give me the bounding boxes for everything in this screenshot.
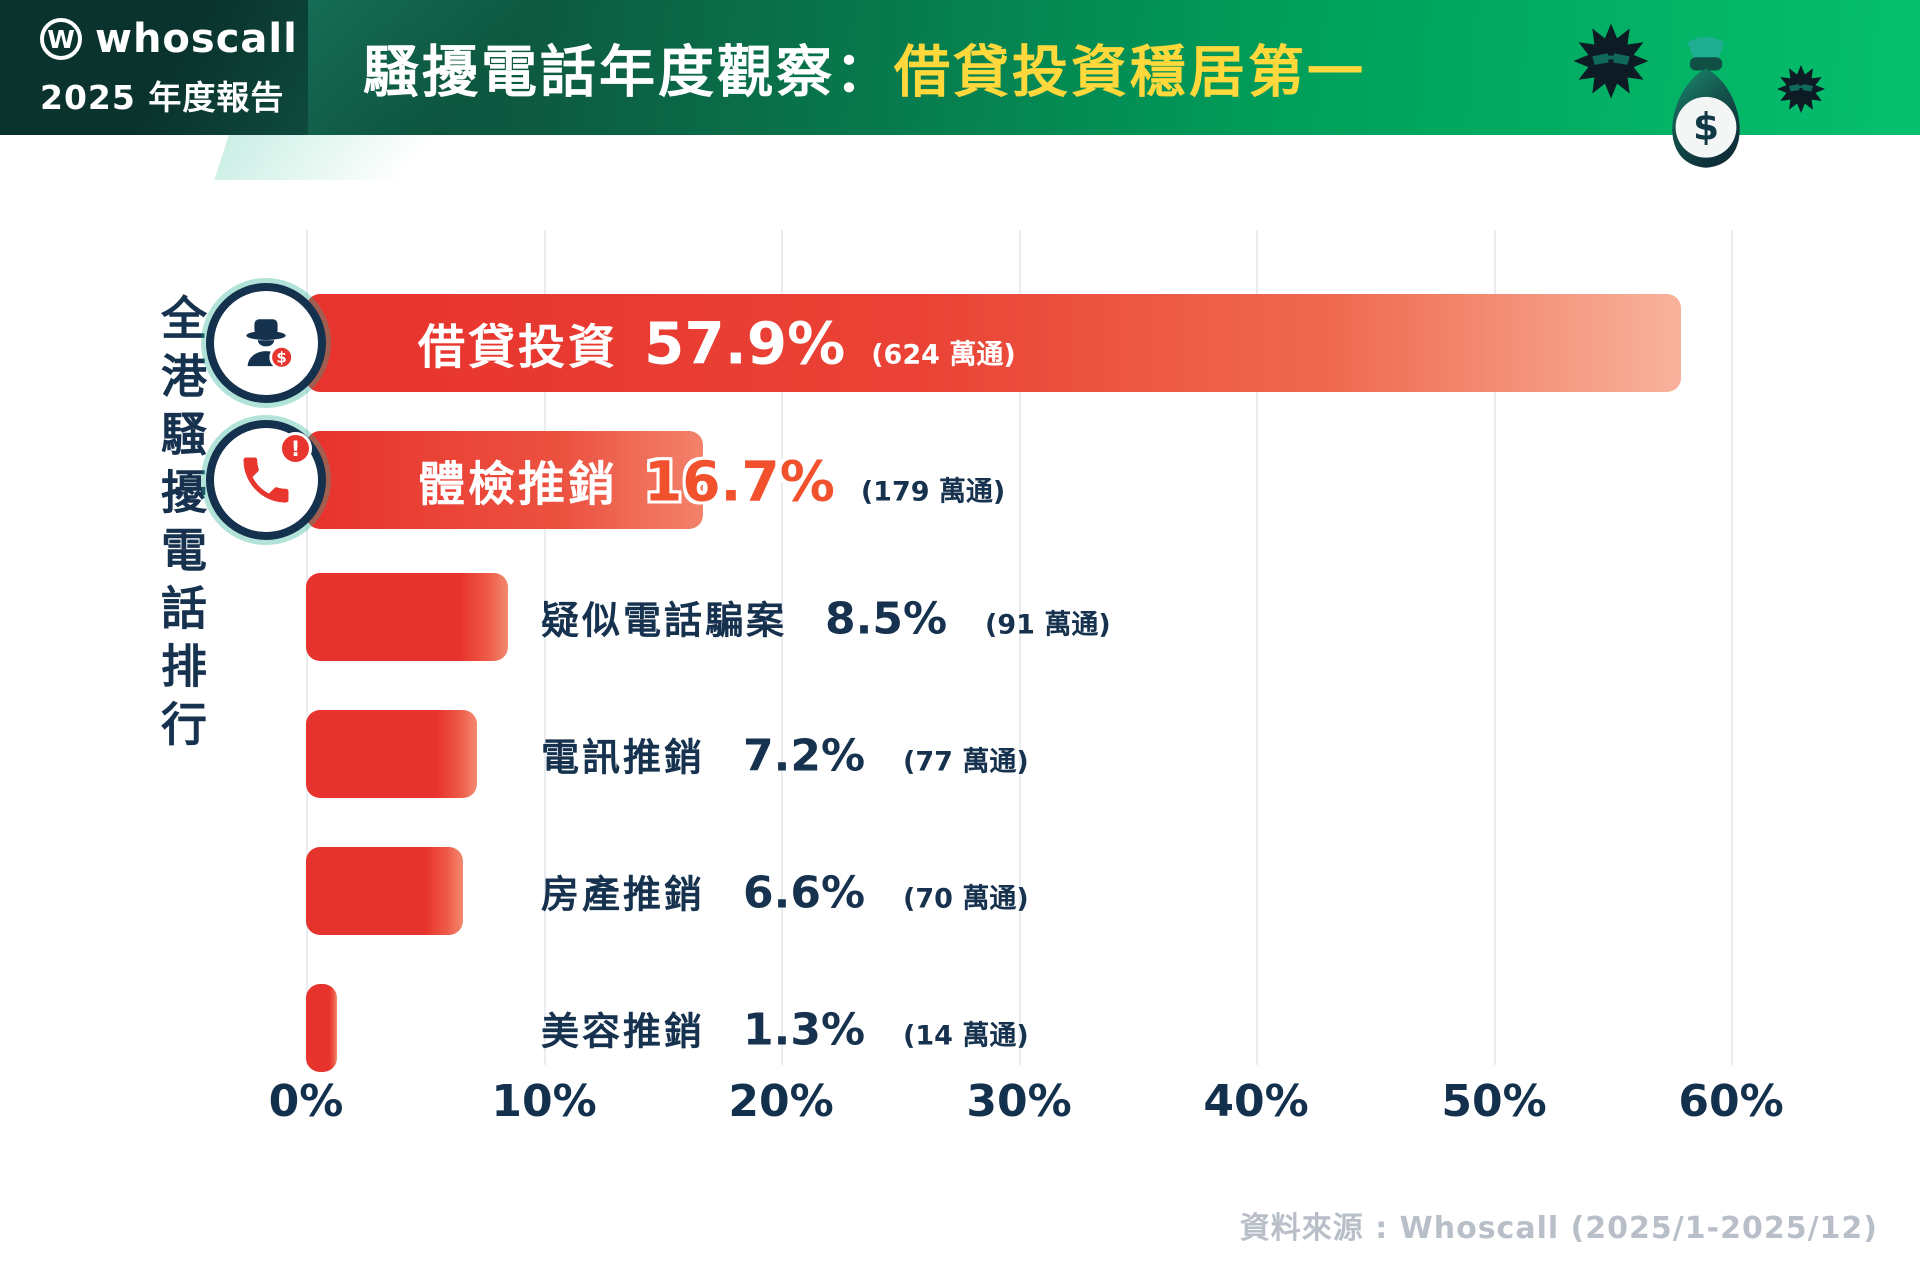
bar-label: 電訊推銷 7.2% (77 萬通) bbox=[541, 727, 1029, 782]
brand-block: W whoscall 2025 年度報告 bbox=[0, 0, 308, 135]
x-axis: 0% 10% 20% 30% 40% 50% 60% bbox=[0, 1076, 1920, 1136]
x-tick-label: 40% bbox=[1203, 1076, 1309, 1127]
category-label: 房產推銷 bbox=[541, 872, 706, 917]
x-tick-label: 20% bbox=[728, 1076, 834, 1127]
x-tick-label: 60% bbox=[1678, 1076, 1784, 1127]
bar-疑似電話騙案 bbox=[306, 573, 508, 661]
count-label: (179 萬通) bbox=[860, 476, 1006, 508]
bar-label: 美容推銷 1.3% (14 萬通) bbox=[541, 1001, 1029, 1056]
percent-label: 8.5% bbox=[825, 593, 948, 645]
spam-phone-icon: ! bbox=[206, 420, 326, 540]
svg-text:$: $ bbox=[276, 349, 286, 367]
bar-借貸投資 bbox=[306, 294, 1681, 392]
whoscall-logo: W whoscall bbox=[40, 16, 308, 62]
count-label: (70 萬通) bbox=[903, 883, 1029, 915]
category-label: 疑似電話騙案 bbox=[541, 598, 788, 643]
virus-body bbox=[1777, 65, 1825, 113]
category-label: 電訊推銷 bbox=[541, 735, 706, 780]
bar-label: 房產推銷 6.6% (70 萬通) bbox=[541, 864, 1029, 919]
count-label: (14 萬通) bbox=[903, 1020, 1029, 1052]
x-tick-label: 50% bbox=[1441, 1076, 1547, 1127]
money-bag-icon: $ bbox=[1672, 37, 1740, 168]
gridline bbox=[1494, 230, 1496, 1065]
data-source-note: 資料來源 : Whoscall (2025/1-2025/12) bbox=[1239, 1211, 1878, 1246]
count-label: (91 萬通) bbox=[985, 609, 1111, 641]
percent-label: 6.6% bbox=[743, 867, 866, 919]
x-tick-label: 0% bbox=[268, 1076, 344, 1127]
gridline bbox=[781, 230, 783, 1065]
page-title-plain: 騷擾電話年度觀察： bbox=[363, 40, 894, 105]
percent-label: 1.3% bbox=[743, 1004, 866, 1056]
x-tick-label: 30% bbox=[966, 1076, 1072, 1127]
category-label: 美容推銷 bbox=[541, 1009, 706, 1054]
percent-label: 57.9% bbox=[644, 309, 846, 378]
count-label: (77 萬通) bbox=[903, 746, 1029, 778]
bar-row-5: 房產推銷 6.6% (70 萬通) bbox=[306, 847, 1731, 935]
category-label: 體檢推銷 bbox=[418, 457, 618, 513]
percent-label: 16.7% bbox=[644, 449, 835, 514]
bar-房產推銷 bbox=[306, 847, 463, 935]
page-title-highlight: 借貸投資穩居第一 bbox=[894, 40, 1366, 105]
y-axis-label: 全港騷擾電話排行 bbox=[154, 294, 208, 758]
gridline bbox=[1019, 230, 1021, 1065]
page-title: 騷擾電話年度觀察：借貸投資穩居第一 bbox=[363, 27, 1366, 108]
x-tick-label: 10% bbox=[491, 1076, 597, 1127]
bar-row-1: $ 借貸投資 57.9% (624 萬通) bbox=[206, 283, 1731, 403]
virus-icon bbox=[1573, 23, 1649, 99]
bar-電訊推銷 bbox=[306, 710, 477, 798]
virus-body bbox=[1573, 23, 1649, 99]
bar-label: 疑似電話騙案 8.5% (91 萬通) bbox=[541, 590, 1111, 645]
gridline bbox=[1256, 230, 1258, 1065]
alert-badge: ! bbox=[279, 432, 312, 465]
plot-area: $ 借貸投資 57.9% (624 萬通)! 體檢推銷 16.7% (179 萬通) 疑似電話… bbox=[206, 230, 1733, 1072]
bar-row-2: ! 體檢推銷 16.7% (179 萬通) bbox=[206, 420, 1731, 540]
bar-row-3: 疑似電話騙案 8.5% (91 萬通) bbox=[306, 573, 1731, 661]
header-banner: W whoscall 2025 年度報告 騷擾電話年度觀察：借貸投資穩居第一 bbox=[0, 0, 1920, 168]
bar-體檢推銷 bbox=[306, 431, 703, 529]
gridline bbox=[544, 230, 546, 1065]
bar-row-4: 電訊推銷 7.2% (77 萬通) bbox=[306, 710, 1731, 798]
percent-label: 7.2% bbox=[743, 730, 866, 782]
money-bag-dollar-glyph: $ bbox=[1693, 104, 1719, 148]
whoscall-logo-icon: W bbox=[40, 18, 82, 60]
virus-icon-small bbox=[1777, 65, 1825, 113]
bar-row-6: 美容推銷 1.3% (14 萬通) bbox=[306, 984, 1731, 1072]
gridline bbox=[1731, 230, 1733, 1065]
category-label: 借貸投資 bbox=[418, 320, 618, 376]
whoscall-logo-text: whoscall bbox=[95, 16, 298, 62]
count-label: (624 萬通) bbox=[871, 339, 1016, 371]
scammer-spy-icon: $ bbox=[206, 283, 326, 403]
bar-label: 借貸投資 57.9% (624 萬通) bbox=[418, 309, 1016, 378]
report-year-label: 2025 年度報告 bbox=[40, 78, 285, 117]
bar-label: 體檢推銷 16.7% (179 萬通) bbox=[418, 446, 1005, 515]
bar-美容推銷 bbox=[306, 984, 337, 1072]
